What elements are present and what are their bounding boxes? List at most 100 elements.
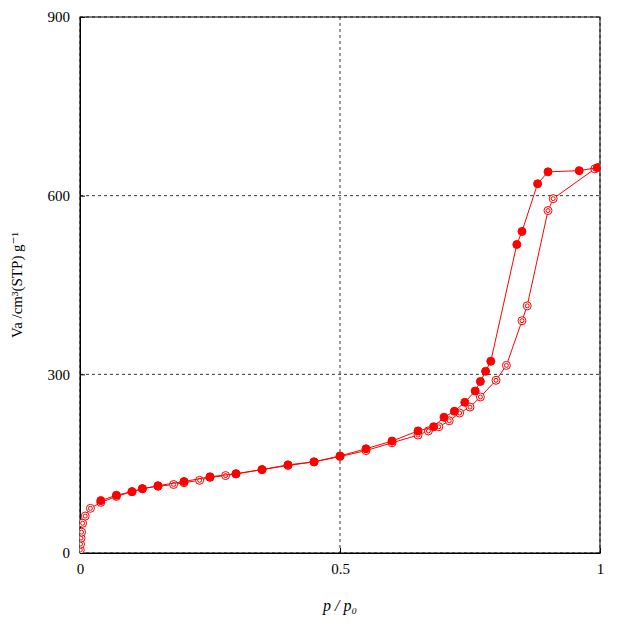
marker bbox=[482, 367, 490, 375]
marker bbox=[362, 445, 370, 453]
marker-dot bbox=[206, 473, 214, 481]
chart: 00.510300600900p / p₀Va /cm³(STP) g⁻¹ bbox=[0, 0, 621, 633]
marker-dot bbox=[362, 445, 370, 453]
marker-dot bbox=[128, 488, 136, 496]
marker bbox=[180, 478, 188, 486]
marker bbox=[232, 470, 240, 478]
marker bbox=[476, 377, 484, 385]
marker bbox=[81, 512, 89, 520]
marker-dot bbox=[544, 168, 552, 176]
marker-dot bbox=[232, 470, 240, 478]
marker bbox=[544, 168, 552, 176]
marker-core bbox=[525, 304, 529, 308]
y-axis: 0300600900 bbox=[48, 9, 86, 561]
tick: 900 bbox=[48, 9, 86, 25]
marker bbox=[513, 241, 521, 249]
marker-dot bbox=[471, 387, 479, 395]
marker bbox=[336, 452, 344, 460]
marker bbox=[97, 497, 105, 505]
marker bbox=[206, 473, 214, 481]
marker-ring bbox=[523, 302, 531, 310]
marker-core bbox=[546, 209, 550, 213]
marker-core bbox=[520, 319, 524, 323]
marker-dot bbox=[482, 367, 490, 375]
marker bbox=[112, 491, 120, 499]
marker-dot bbox=[336, 452, 344, 460]
data bbox=[80, 163, 600, 553]
tick-mark bbox=[80, 196, 85, 197]
marker bbox=[154, 482, 162, 490]
marker-dot bbox=[513, 241, 521, 249]
marker bbox=[593, 164, 600, 172]
marker bbox=[232, 470, 240, 478]
tick-mark bbox=[80, 553, 85, 554]
marker-ring bbox=[258, 466, 266, 474]
tick-mark bbox=[340, 548, 341, 553]
y-axis-title: Va /cm³(STP) g⁻¹ bbox=[9, 232, 26, 338]
marker-dot bbox=[112, 491, 120, 499]
series-line bbox=[101, 168, 598, 501]
tick-label: 0 bbox=[77, 561, 85, 577]
marker-ring bbox=[518, 317, 526, 325]
marker bbox=[471, 387, 479, 395]
marker bbox=[414, 427, 422, 435]
marker bbox=[284, 461, 292, 469]
marker bbox=[575, 167, 583, 175]
grid-line bbox=[340, 17, 341, 553]
marker bbox=[86, 504, 94, 512]
marker-dot bbox=[97, 497, 105, 505]
marker bbox=[138, 485, 146, 493]
marker-ring bbox=[170, 481, 178, 489]
marker-dot bbox=[575, 167, 583, 175]
marker bbox=[523, 302, 531, 310]
marker bbox=[310, 458, 318, 466]
marker-dot bbox=[461, 398, 469, 406]
marker-ring bbox=[154, 482, 162, 490]
marker-dot bbox=[476, 377, 484, 385]
marker-ring bbox=[80, 528, 86, 536]
marker-dot bbox=[138, 485, 146, 493]
marker-ring bbox=[206, 473, 214, 481]
marker-core bbox=[80, 548, 82, 552]
marker-core bbox=[80, 542, 83, 546]
marker bbox=[154, 482, 162, 490]
marker-dot bbox=[450, 407, 458, 415]
marker bbox=[518, 317, 526, 325]
tick-label: 1 bbox=[597, 561, 605, 577]
marker-dot bbox=[593, 164, 600, 172]
marker bbox=[138, 485, 146, 493]
marker-dot bbox=[154, 482, 162, 490]
marker bbox=[450, 407, 458, 415]
marker bbox=[258, 466, 266, 474]
marker-dot bbox=[180, 478, 188, 486]
marker bbox=[492, 376, 500, 384]
marker-ring bbox=[81, 512, 89, 520]
grid bbox=[80, 17, 600, 553]
marker-dot bbox=[388, 437, 396, 445]
tick: 600 bbox=[48, 188, 86, 204]
marker bbox=[487, 357, 495, 365]
marker bbox=[284, 461, 292, 469]
marker bbox=[549, 195, 557, 203]
marker-dot bbox=[518, 227, 526, 235]
marker-ring bbox=[196, 476, 204, 484]
marker-dot bbox=[284, 461, 292, 469]
tick: 0.5 bbox=[331, 548, 350, 577]
tick-label: 0.5 bbox=[331, 561, 350, 577]
marker bbox=[310, 458, 318, 466]
marker-core bbox=[478, 395, 482, 399]
plot: 00.510300600900 bbox=[48, 9, 605, 576]
marker bbox=[461, 398, 469, 406]
marker bbox=[544, 207, 552, 215]
marker bbox=[128, 488, 136, 496]
marker-dot bbox=[487, 357, 495, 365]
marker bbox=[440, 413, 448, 421]
marker-core bbox=[81, 521, 85, 525]
marker bbox=[502, 361, 510, 369]
grid-line bbox=[80, 195, 600, 196]
grid-line bbox=[80, 374, 600, 375]
tick: 300 bbox=[48, 367, 86, 383]
frame bbox=[80, 17, 600, 553]
marker-ring bbox=[128, 488, 136, 496]
marker-ring bbox=[86, 504, 94, 512]
